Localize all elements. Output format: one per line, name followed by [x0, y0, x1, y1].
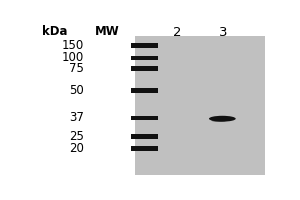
Bar [130, 56, 158, 60]
Text: 20: 20 [69, 142, 84, 155]
Bar [135, 36, 266, 175]
Bar [130, 88, 158, 93]
Bar [130, 134, 158, 139]
Text: 100: 100 [62, 51, 84, 64]
Bar [130, 146, 158, 151]
Text: 150: 150 [62, 39, 84, 52]
Bar [130, 116, 158, 120]
Ellipse shape [212, 119, 226, 122]
Bar [130, 43, 158, 48]
Text: 2: 2 [173, 26, 181, 39]
Text: kDa: kDa [42, 25, 68, 38]
Text: 50: 50 [69, 84, 84, 97]
Text: 25: 25 [69, 130, 84, 143]
Text: 3: 3 [219, 26, 228, 39]
Text: 37: 37 [69, 111, 84, 124]
Text: MW: MW [95, 25, 120, 38]
Ellipse shape [209, 116, 236, 122]
Bar [130, 66, 158, 71]
Text: 75: 75 [69, 62, 84, 75]
